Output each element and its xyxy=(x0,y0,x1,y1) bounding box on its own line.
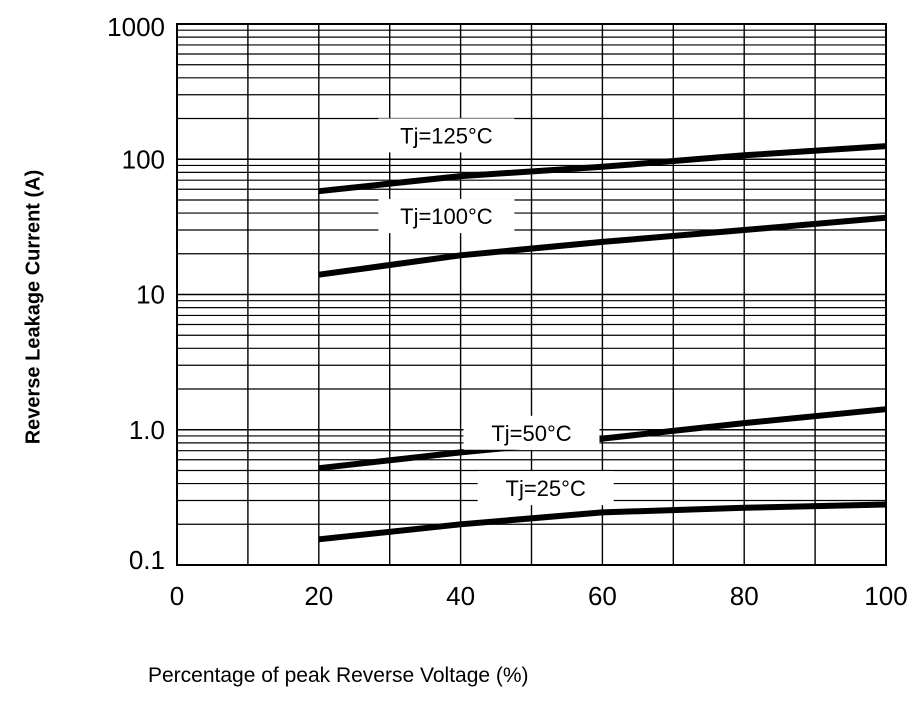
series-line xyxy=(318,406,887,472)
y-tick-label: 1000 xyxy=(107,12,165,42)
y-axis-label: Reverse Leakage Current (A) xyxy=(22,169,45,445)
grid xyxy=(176,23,887,566)
series-line xyxy=(318,214,887,278)
series-label: Tj=25°C xyxy=(506,476,586,501)
series-line xyxy=(318,143,887,195)
x-tick-label: 80 xyxy=(730,581,759,611)
series-label-bg xyxy=(477,471,614,506)
x-tick-label: 100 xyxy=(864,581,907,611)
y-tick-label: 1.0 xyxy=(129,415,165,445)
series-label: Tj=50°C xyxy=(491,421,571,446)
plot-frame xyxy=(176,23,887,566)
x-axis-label: Percentage of peak Reverse Voltage (%) xyxy=(148,664,529,687)
series-label: Tj=100°C xyxy=(400,204,493,229)
series-label-bg xyxy=(378,118,515,153)
series-label-bg xyxy=(378,199,515,234)
y-tick-label: 10 xyxy=(136,280,165,310)
series-labels: Tj=125°C Tj=100°C Tj=50°C Tj=25°C xyxy=(378,118,614,506)
series-label: Tj=125°C xyxy=(400,123,493,148)
x-tick-label: 0 xyxy=(170,581,184,611)
series-label-bg xyxy=(463,415,600,450)
y-tick-label: 100 xyxy=(122,144,165,174)
tick-labels: 0 20 40 60 80 100 0.1 1.0 10 100 1000 xyxy=(107,12,908,611)
y-tick-label: 0.1 xyxy=(129,545,165,575)
x-tick-label: 20 xyxy=(304,581,333,611)
x-tick-label: 40 xyxy=(446,581,475,611)
series-line xyxy=(318,501,887,543)
x-tick-label: 60 xyxy=(588,581,617,611)
series-lines xyxy=(318,143,887,543)
